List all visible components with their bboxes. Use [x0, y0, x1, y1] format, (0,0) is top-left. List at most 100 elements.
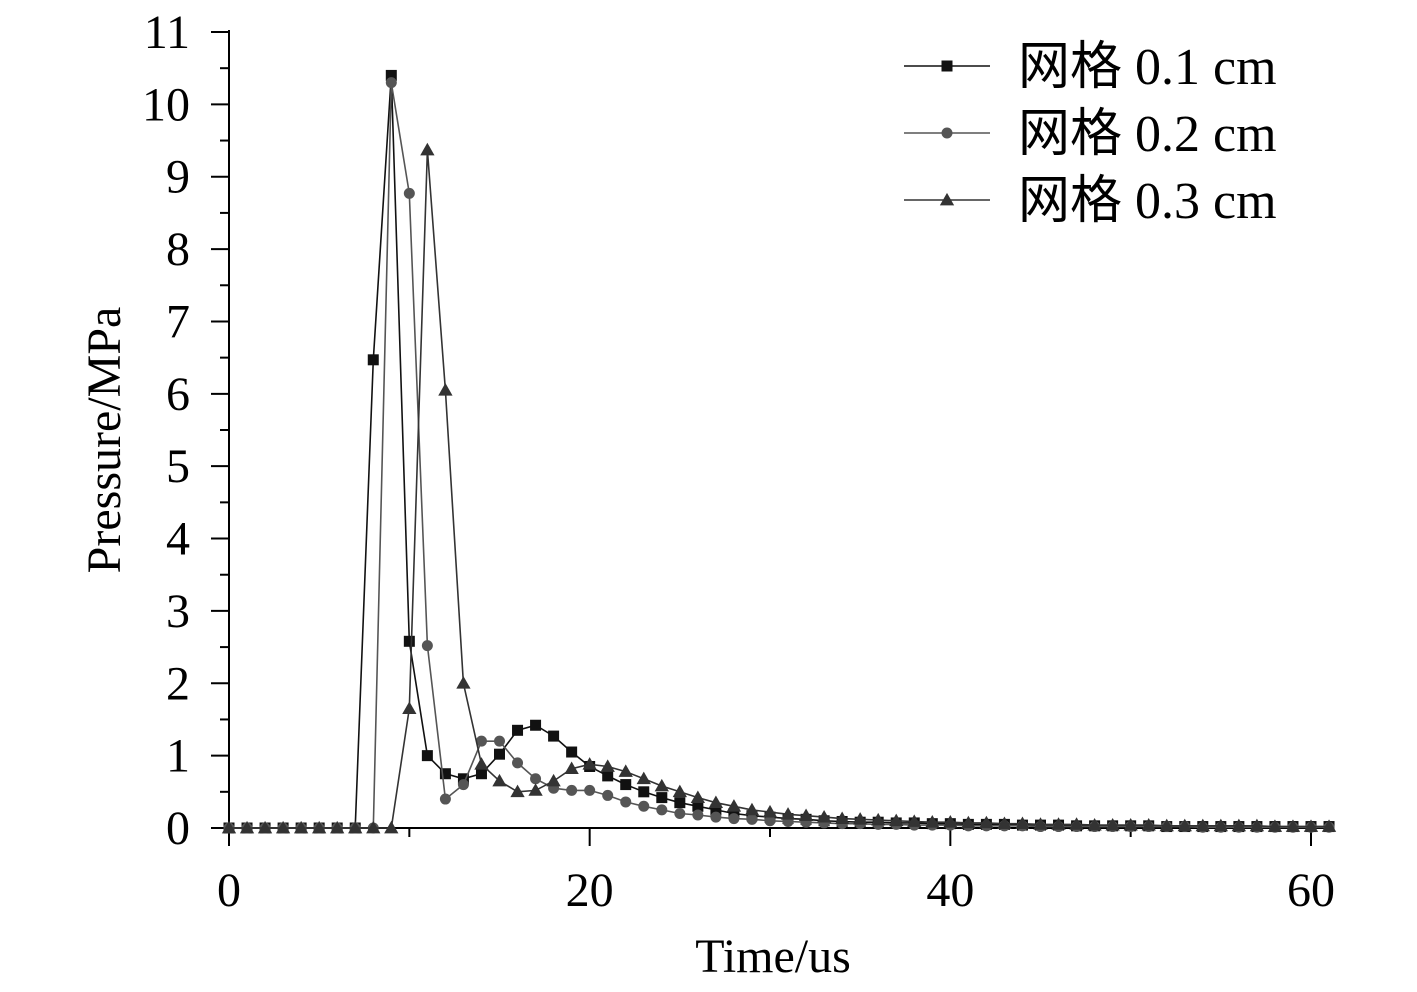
data-point — [457, 773, 469, 785]
data-point — [457, 779, 469, 791]
data-point — [530, 719, 542, 731]
x-axis-title: Time/us — [695, 930, 851, 983]
data-point — [618, 764, 633, 777]
data-point — [1231, 818, 1247, 832]
data-point — [420, 142, 435, 156]
data-point — [1321, 819, 1337, 832]
data-point — [656, 804, 668, 816]
x-tick-label: 0 — [217, 864, 241, 917]
data-point — [654, 778, 669, 792]
data-point — [385, 77, 397, 89]
data-point — [620, 779, 632, 791]
data-point — [510, 784, 525, 798]
legend-item: 网格 0.2 cm — [904, 106, 1277, 163]
data-point — [692, 800, 704, 812]
data-point — [421, 640, 433, 652]
data-point — [385, 69, 397, 81]
data-point — [710, 811, 722, 823]
data-point — [708, 795, 724, 809]
data-point — [421, 750, 433, 762]
data-point — [726, 799, 742, 812]
data-point — [1267, 819, 1283, 832]
data-point — [1015, 816, 1030, 830]
data-point — [1033, 817, 1048, 830]
series-line — [229, 149, 1329, 829]
data-point — [492, 773, 507, 787]
legend-marker — [941, 127, 953, 139]
data-point — [1123, 817, 1138, 831]
data-point — [1087, 817, 1102, 831]
data-point — [834, 811, 850, 824]
data-point — [997, 816, 1012, 830]
data-point — [293, 820, 309, 834]
data-point — [528, 783, 543, 796]
y-axis-title: Pressure/MPa — [78, 307, 131, 574]
data-point — [475, 735, 487, 747]
data-point — [439, 793, 451, 805]
data-point — [746, 813, 758, 825]
data-point — [403, 187, 415, 199]
data-point — [961, 815, 976, 829]
data-point — [582, 757, 597, 770]
data-point — [566, 746, 578, 758]
data-point — [384, 820, 399, 834]
data-point — [494, 748, 505, 760]
legend-marker — [939, 192, 955, 206]
data-point — [512, 724, 524, 736]
data-point — [1159, 818, 1174, 832]
data-point — [366, 820, 381, 834]
y-tick-label: 9 — [166, 151, 190, 204]
data-point — [1303, 819, 1319, 832]
data-point — [692, 809, 704, 821]
data-point — [1105, 817, 1120, 831]
legend-item: 网格 0.1 cm — [904, 39, 1277, 96]
data-point — [638, 786, 650, 798]
x-tick-label: 20 — [566, 864, 614, 917]
data-point — [656, 792, 668, 804]
data-point — [275, 820, 291, 834]
legend: 网格 0.1 cm 网格 0.2 cm 网格 0.3 cm — [904, 39, 1277, 230]
data-point — [979, 815, 994, 829]
data-point — [402, 701, 417, 714]
y-ticks: 0 1 2 3 4 5 6 7 8 9 10 11 — [142, 6, 229, 855]
data-point — [494, 735, 505, 747]
data-point — [798, 808, 814, 822]
y-tick-label: 1 — [166, 730, 190, 783]
data-point — [584, 784, 596, 796]
data-point — [367, 354, 379, 366]
data-point — [853, 812, 868, 825]
legend-label: 网格 0.1 cm — [1018, 39, 1277, 96]
data-point — [474, 757, 489, 770]
data-point — [439, 768, 451, 780]
data-point — [780, 807, 796, 820]
data-point — [1069, 817, 1084, 830]
data-point — [546, 773, 561, 787]
data-point — [674, 808, 686, 820]
data-point — [221, 820, 237, 834]
data-point — [620, 796, 632, 808]
data-point — [764, 815, 776, 827]
data-point — [312, 820, 327, 834]
data-point — [925, 815, 940, 828]
data-point — [943, 815, 958, 828]
data-point — [602, 770, 614, 782]
data-point — [548, 730, 560, 742]
data-point — [1213, 818, 1228, 832]
data-point — [600, 759, 615, 772]
x-tick-label: 40 — [926, 864, 974, 917]
y-tick-label: 4 — [166, 513, 190, 566]
y-tick-label: 11 — [144, 6, 190, 59]
y-tick-label: 6 — [166, 368, 190, 421]
data-point — [674, 797, 686, 809]
y-tick-label: 2 — [166, 657, 190, 710]
legend-label: 网格 0.2 cm — [1018, 106, 1277, 163]
data-point — [889, 813, 904, 827]
data-point — [403, 635, 415, 647]
data-point — [530, 773, 542, 785]
y-tick-label: 7 — [166, 295, 190, 348]
data-point — [257, 820, 273, 834]
data-point — [871, 812, 886, 826]
series-layer — [221, 69, 1337, 834]
data-point — [710, 804, 722, 816]
